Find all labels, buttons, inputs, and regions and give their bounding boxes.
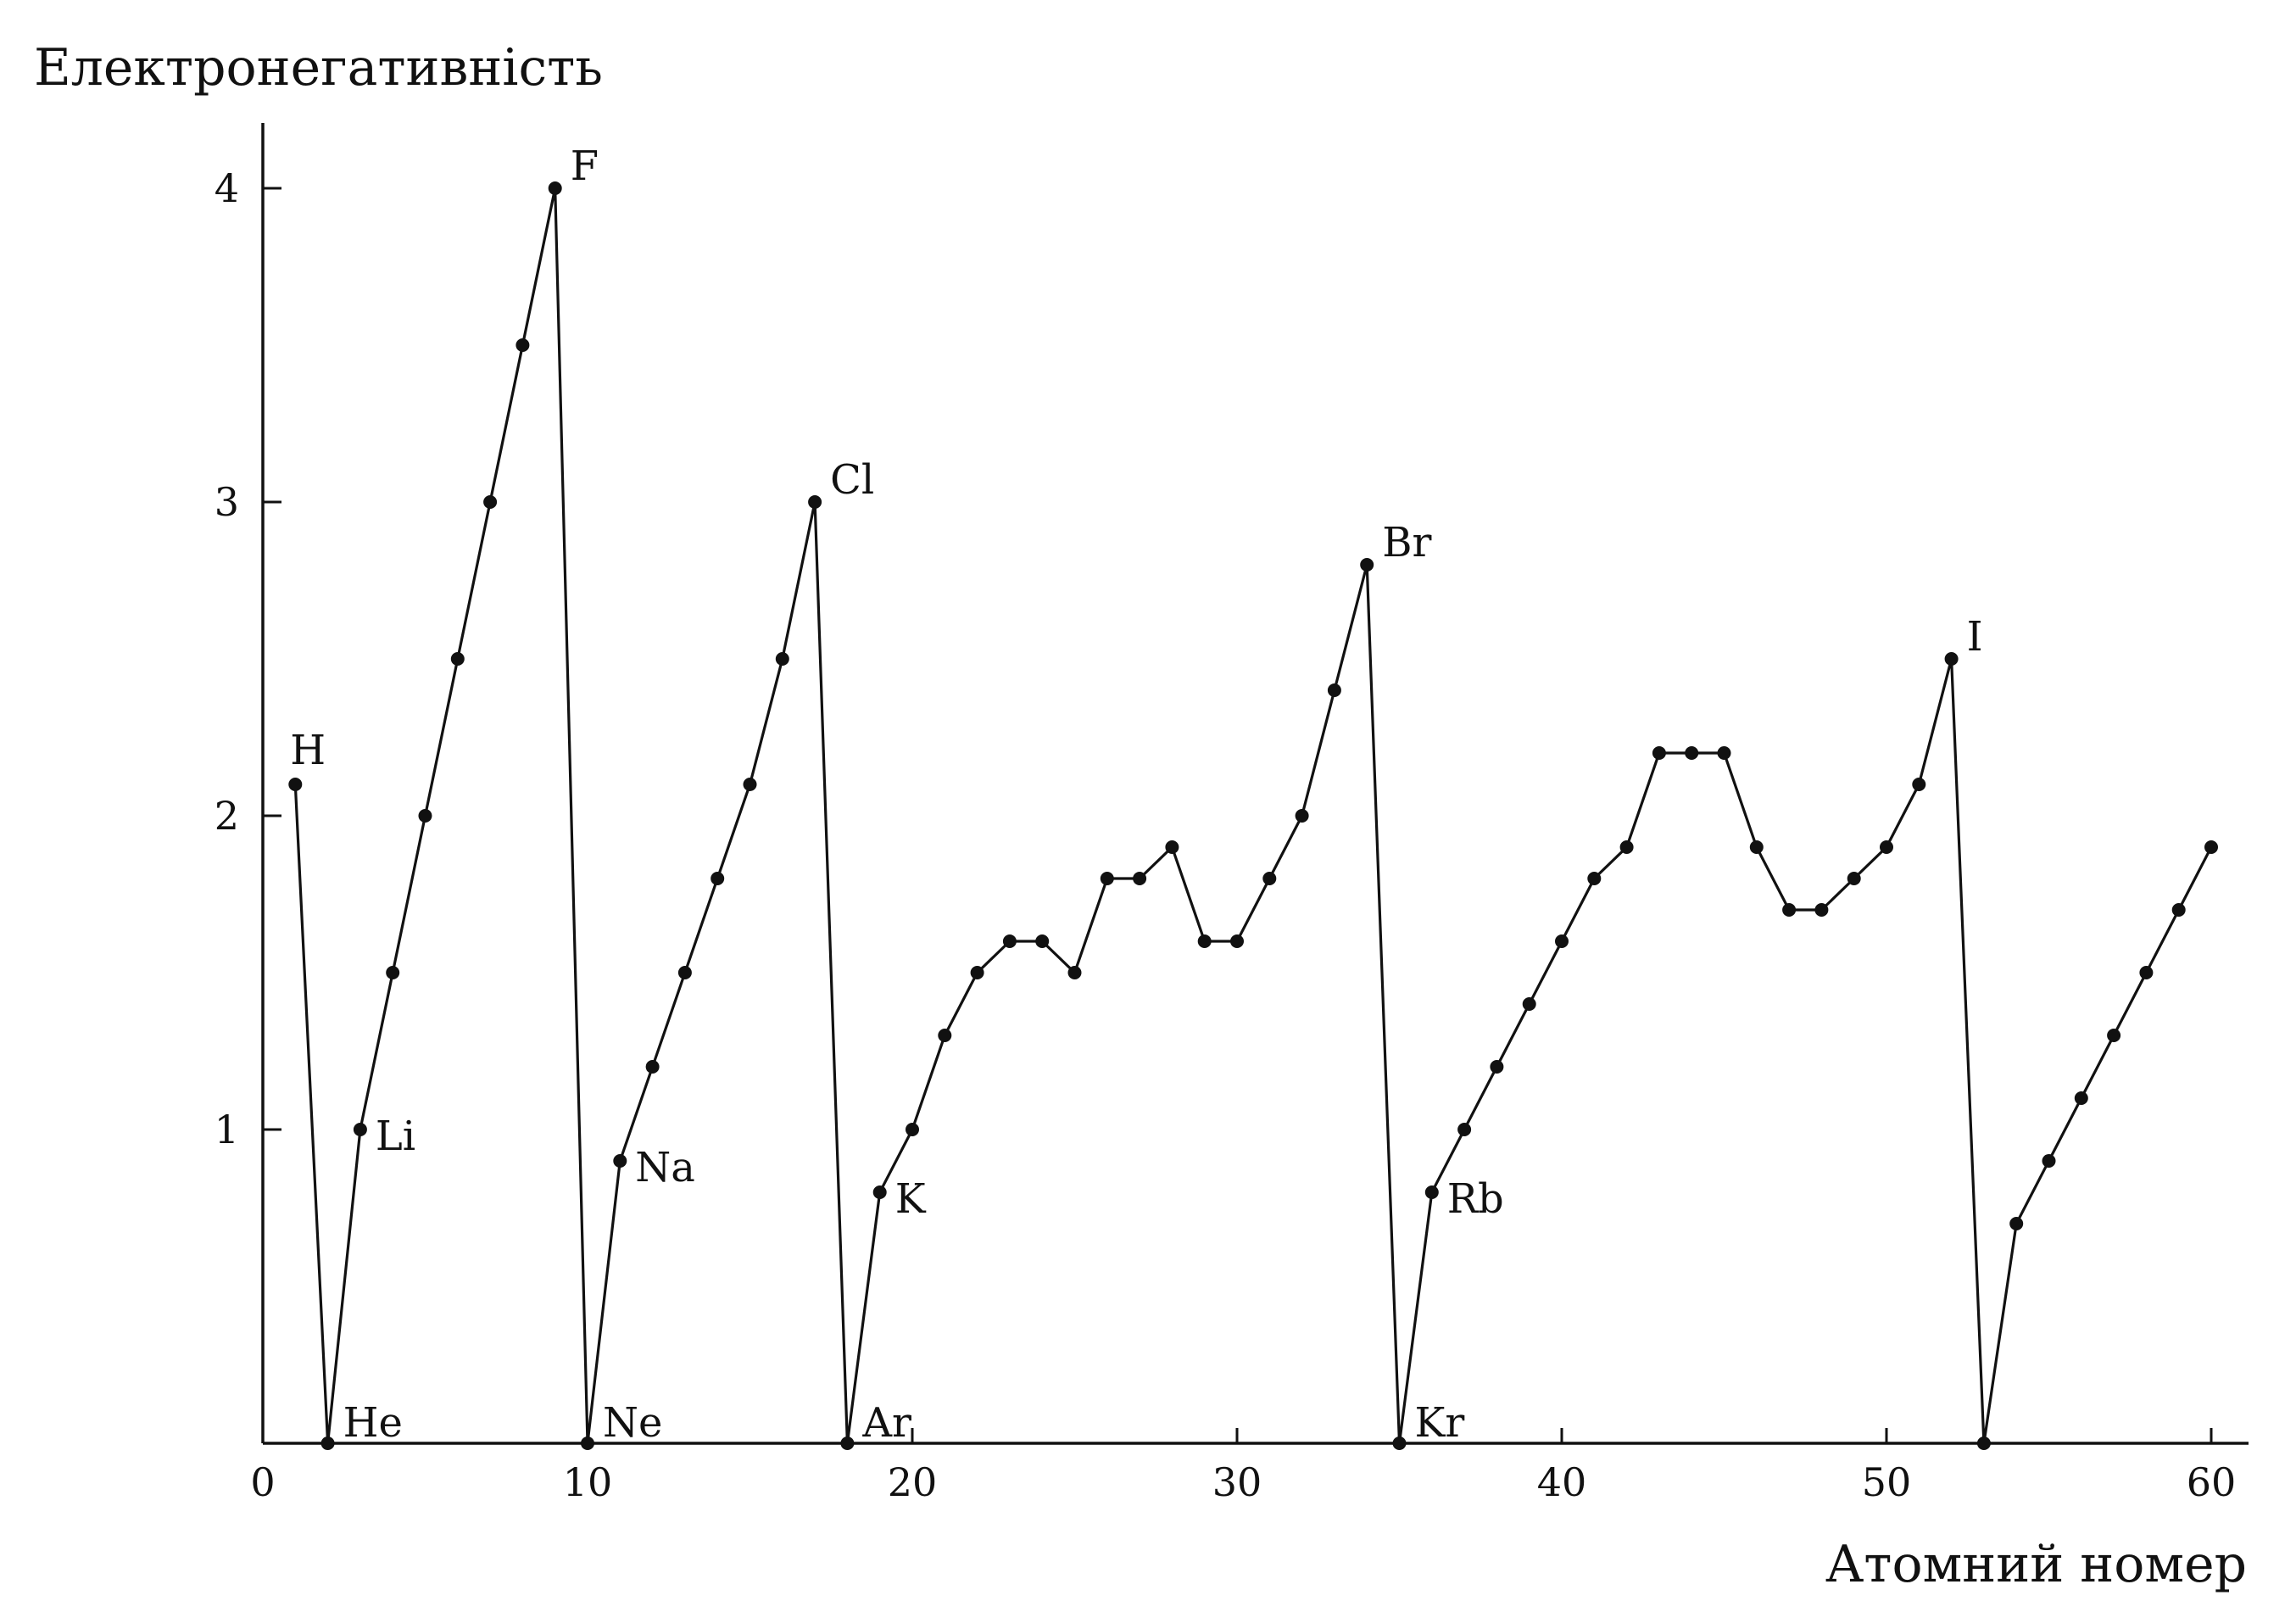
y-axis-title: Електронегативність [34,38,603,98]
element-label: Br [1382,519,1431,566]
data-point [775,652,789,666]
element-label: Na [635,1144,695,1191]
y-tick-label: 2 [215,793,239,839]
element-label: Kr [1415,1399,1465,1447]
data-point [906,1123,919,1136]
series-group [288,181,2218,1450]
x-tick-label: 10 [563,1459,613,1505]
element-label: Ne [603,1399,662,1447]
data-point [1587,872,1602,885]
data-point [2139,966,2154,979]
data-point [1880,840,1893,854]
data-point [808,495,822,509]
data-point [1392,1436,1407,1450]
data-point [320,1436,335,1450]
data-point [872,1185,887,1199]
data-point [2042,1154,2056,1168]
data-point [1100,872,1114,885]
element-label: K [895,1175,927,1223]
data-point [743,778,757,791]
data-point [1814,903,1829,917]
data-point [1782,903,1797,917]
data-point [1717,746,1731,760]
data-point [418,809,432,823]
element-label: Cl [830,456,874,504]
data-point [1847,872,1861,885]
data-point [1133,872,1147,885]
data-point [613,1154,627,1168]
element-label: F [571,142,599,190]
data-point [1619,840,1634,854]
data-point [1749,840,1764,854]
data-point [2074,1091,2088,1105]
data-point [1490,1060,1504,1074]
data-point [677,966,692,979]
data-point [2171,903,2186,917]
data-point [840,1436,855,1450]
data-point [1424,1185,1439,1199]
data-point [1360,558,1374,572]
data-point [1457,1123,1472,1136]
data-point [2107,1029,2121,1042]
data-point [1976,1436,1991,1450]
element-label: I [1967,613,1983,661]
data-point [938,1029,952,1042]
data-point [1230,934,1244,948]
data-point [1197,934,1212,948]
y-tick-label: 3 [215,479,239,525]
data-point [1555,934,1569,948]
data-point [581,1436,594,1450]
data-point [548,181,562,195]
element-label: Ar [861,1399,911,1447]
element-label: H [290,727,326,774]
x-tick-label: 40 [1537,1459,1587,1505]
data-point [711,872,725,885]
element-label: He [343,1399,403,1447]
data-point [450,652,465,666]
data-point [1002,934,1017,948]
data-point [1262,872,1277,885]
x-tick-label: 30 [1212,1459,1262,1505]
data-point [1327,683,1341,697]
data-point [353,1123,367,1136]
data-point [1035,934,1050,948]
data-point [288,778,303,791]
x-tick-label: 0 [250,1459,275,1505]
data-point [1944,652,1959,666]
x-tick-label: 50 [1862,1459,1912,1505]
data-point [970,966,984,979]
data-point [1165,840,1179,854]
y-tick-label: 4 [215,165,239,211]
data-point [1067,966,1082,979]
data-point [515,338,530,352]
data-point [1522,997,1536,1011]
element-labels: H He Li F Ne Na Cl Ar K Br Kr Rb I [290,142,1982,1447]
x-tick-label: 60 [2187,1459,2237,1505]
data-point [1912,778,1926,791]
x-axis-title: Атомний номер [1825,1535,2247,1594]
data-point [1652,746,1666,760]
x-tick-label: 20 [888,1459,938,1505]
data-point [483,495,498,509]
element-label: Li [376,1113,415,1160]
data-point [386,966,400,979]
y-tick-label: 1 [215,1107,239,1152]
element-label: Rb [1447,1175,1504,1223]
data-point [1295,809,1309,823]
data-point [1685,746,1699,760]
data-point [2009,1217,2024,1230]
data-point [2204,840,2218,854]
data-point [645,1060,660,1074]
axes: 0 10 20 30 40 50 60 1 2 3 4 [215,123,2249,1505]
series-line [293,187,2213,1445]
